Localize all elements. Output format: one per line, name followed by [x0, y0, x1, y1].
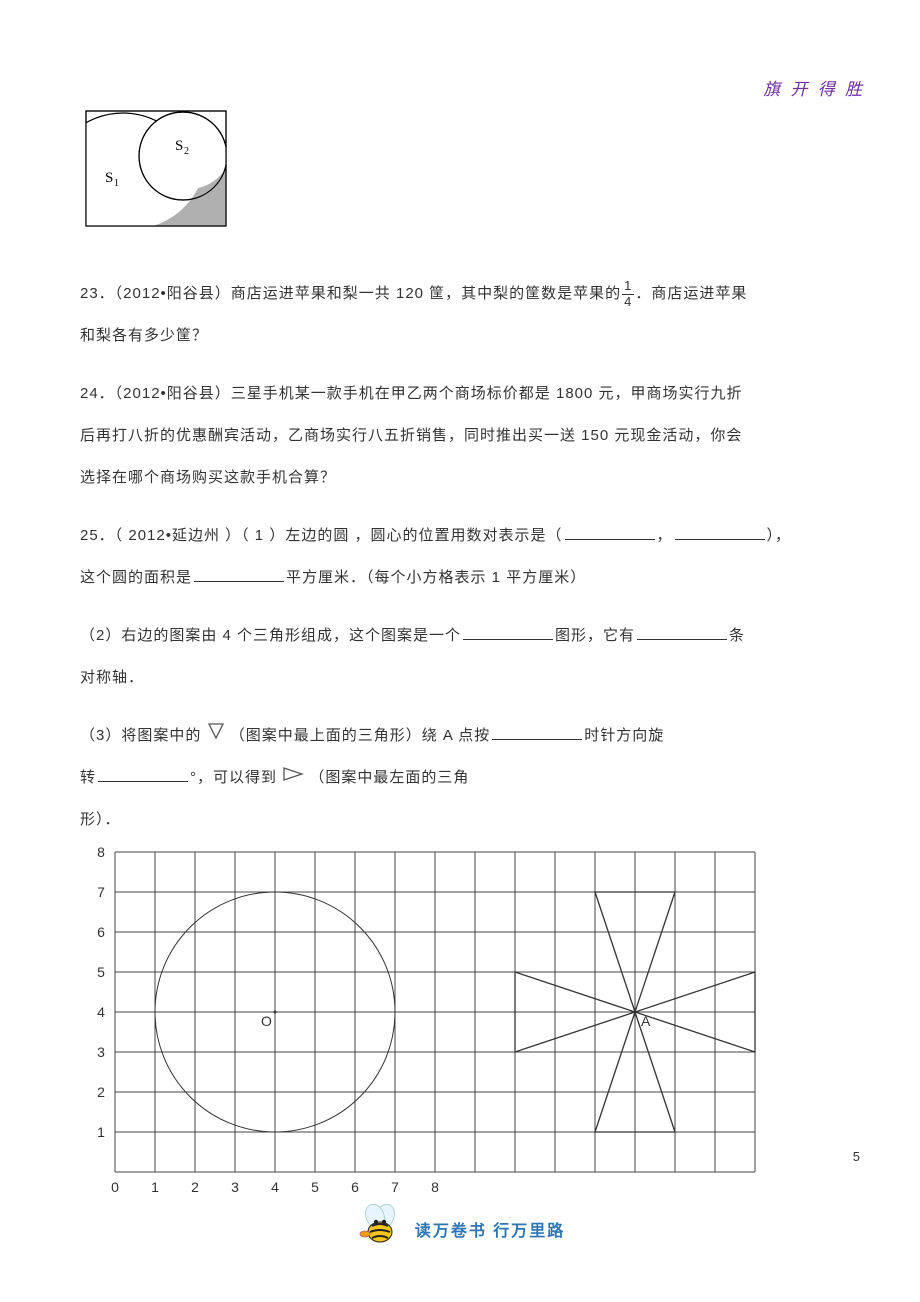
- svg-text:2: 2: [184, 146, 189, 157]
- q23-text-2: ．商店运进苹果: [635, 285, 747, 302]
- label-s1: S: [105, 170, 113, 186]
- q25-p2-b: 图形，它有: [555, 627, 635, 644]
- label-s2: S: [175, 138, 183, 154]
- blank: [98, 766, 188, 783]
- question-24-line1: 24．（2012•阳谷县）三星手机某一款手机在甲乙两个商场标价都是 1800 元…: [80, 376, 840, 412]
- svg-text:0: 0: [111, 1179, 119, 1195]
- svg-text:8: 8: [431, 1179, 439, 1195]
- svg-text:3: 3: [231, 1179, 239, 1195]
- grid-figure: 1 2 3 4 5 6 7 8 0 1 2 3 4 5 6 7 8 O A: [80, 842, 840, 1216]
- svg-text:7: 7: [97, 884, 105, 900]
- question-25-part3-line3: 形）．: [80, 802, 840, 838]
- svg-text:5: 5: [311, 1179, 319, 1195]
- question-24-line2: 后再打八折的优惠酬宾活动，乙商场实行八五折销售，同时推出买一送 150 元现金活…: [80, 418, 840, 454]
- blank: [637, 624, 727, 641]
- q23-line2: 和梨各有多少筐？: [80, 318, 840, 354]
- svg-text:8: 8: [97, 844, 105, 860]
- q25-p3l2-c: （图案中最左面的三角: [309, 769, 469, 786]
- question-25-part2-line2: 对称轴．: [80, 660, 840, 696]
- blank: [492, 724, 582, 741]
- question-24-line3: 选择在哪个商场购买这款手机合算？: [80, 460, 840, 496]
- question-25-part3-line2: 转 °，可以得到 （图案中最左面的三角: [80, 760, 840, 796]
- triangle-right-icon: [282, 760, 304, 796]
- header-slogan: 旗 开 得 胜: [763, 70, 865, 111]
- q25-p1-c: ），: [767, 527, 792, 544]
- blank: [463, 624, 553, 641]
- svg-text:4: 4: [271, 1179, 279, 1195]
- q25-p1l2-b: 平方厘米．（每个小方格表示 1 平方厘米）: [286, 569, 586, 586]
- q25-p2-c: 条: [729, 627, 745, 644]
- svg-text:1: 1: [97, 1124, 105, 1140]
- fraction-1-4: 14: [622, 279, 634, 309]
- bee-icon: [355, 1202, 405, 1262]
- q25-p3l2-a: 转: [80, 769, 96, 786]
- svg-text:4: 4: [97, 1004, 105, 1020]
- page-number: 5: [853, 1141, 860, 1172]
- question-23: 23．（2012•阳谷县）商店运进苹果和梨一共 120 筐，其中梨的筐数是苹果的…: [80, 276, 840, 312]
- svg-text:1: 1: [114, 178, 119, 189]
- question-25-part3: （3）将图案中的 （图案中最上面的三角形）绕 A 点按 时针方向旋: [80, 718, 840, 754]
- q25-p3-c: 时针方向旋: [584, 727, 664, 744]
- svg-text:O: O: [261, 1013, 272, 1029]
- svg-text:A: A: [641, 1013, 651, 1029]
- svg-text:5: 5: [97, 964, 105, 980]
- svg-text:6: 6: [97, 924, 105, 940]
- q25-p3-a: （3）将图案中的: [80, 727, 201, 744]
- question-25-part1: 25．（ 2012•延边州 ）（ 1 ）左边的圆 ，圆心的位置用数对表示是（ ， ）…: [80, 518, 840, 554]
- svg-text:1: 1: [151, 1179, 159, 1195]
- q25-p3-b: （图案中最上面的三角形）绕 A 点按: [230, 727, 491, 744]
- page-footer: 读万卷书 行万里路: [0, 1202, 920, 1262]
- footer-slogan: 读万卷书 行万里路: [415, 1213, 565, 1251]
- svg-text:6: 6: [351, 1179, 359, 1195]
- q25-p1-a: 25．（ 2012•延边州 ）（ 1 ）左边的圆 ，圆心的位置用数对表示是（: [80, 527, 563, 544]
- svg-text:2: 2: [191, 1179, 199, 1195]
- svg-text:7: 7: [391, 1179, 399, 1195]
- svg-text:3: 3: [97, 1044, 105, 1060]
- q25-p2-a: （2）右边的图案由 4 个三角形组成，这个图案是一个: [80, 627, 461, 644]
- q23-text-1: 23．（2012•阳谷县）商店运进苹果和梨一共 120 筐，其中梨的筐数是苹果的: [80, 285, 621, 302]
- q25-p1-b: ，: [657, 527, 673, 544]
- triangle-down-icon: [207, 718, 225, 754]
- q25-p1l2-a: 这个圆的面积是: [80, 569, 192, 586]
- question-25-part2: （2）右边的图案由 4 个三角形组成，这个图案是一个 图形，它有 条: [80, 618, 840, 654]
- svg-text:2: 2: [97, 1084, 105, 1100]
- blank: [565, 524, 655, 541]
- question-25-part1-line2: 这个圆的面积是 平方厘米．（每个小方格表示 1 平方厘米）: [80, 560, 840, 596]
- q25-p3l2-b: °，可以得到: [190, 769, 277, 786]
- blank: [194, 566, 284, 583]
- figure-two-circles: S 1 S 2: [85, 110, 840, 254]
- blank: [675, 524, 765, 541]
